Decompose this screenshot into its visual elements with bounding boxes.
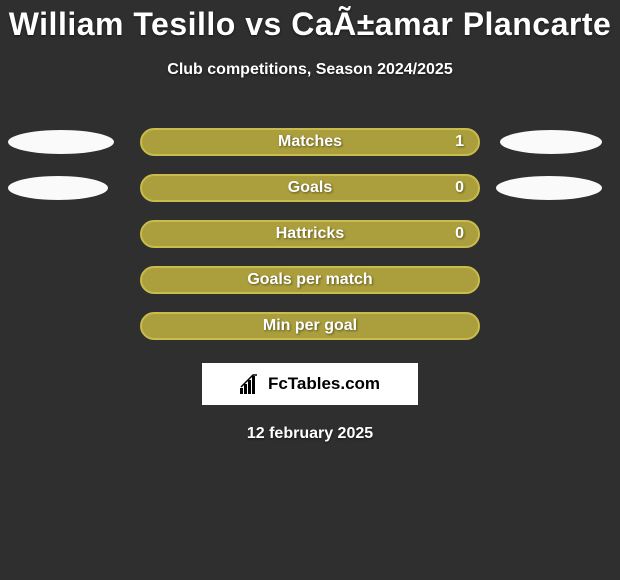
- stat-row: Goals per match: [0, 257, 620, 303]
- source-badge: FcTables.com: [202, 363, 418, 405]
- stat-label: Min per goal: [142, 317, 478, 335]
- stat-bar: Min per goal: [140, 312, 480, 340]
- player1-ellipse: [8, 176, 108, 200]
- stat-row: Hattricks0: [0, 211, 620, 257]
- player1-ellipse: [8, 130, 114, 154]
- date-text: 12 february 2025: [0, 425, 620, 443]
- stat-value: 0: [455, 179, 464, 197]
- source-badge-text: FcTables.com: [268, 374, 380, 394]
- stat-bar: Hattricks0: [140, 220, 480, 248]
- stat-bar: Goals0: [140, 174, 480, 202]
- stat-bar: Matches1: [140, 128, 480, 156]
- stat-row: Matches1: [0, 119, 620, 165]
- page-title: William Tesillo vs CaÃ±amar Plancarte: [0, 0, 620, 43]
- stat-label: Goals per match: [142, 271, 478, 289]
- stat-row: Goals0: [0, 165, 620, 211]
- stat-label: Hattricks: [142, 225, 478, 243]
- stat-row: Min per goal: [0, 303, 620, 349]
- chart-bars-icon: [240, 374, 262, 394]
- stat-label: Goals: [142, 179, 478, 197]
- stat-value: 0: [455, 225, 464, 243]
- stats-container: Matches1Goals0Hattricks0Goals per matchM…: [0, 119, 620, 349]
- subtitle: Club competitions, Season 2024/2025: [0, 61, 620, 79]
- player2-ellipse: [500, 130, 602, 154]
- stat-value: 1: [455, 133, 464, 151]
- stat-bar: Goals per match: [140, 266, 480, 294]
- stat-label: Matches: [142, 133, 478, 151]
- player2-ellipse: [496, 176, 602, 200]
